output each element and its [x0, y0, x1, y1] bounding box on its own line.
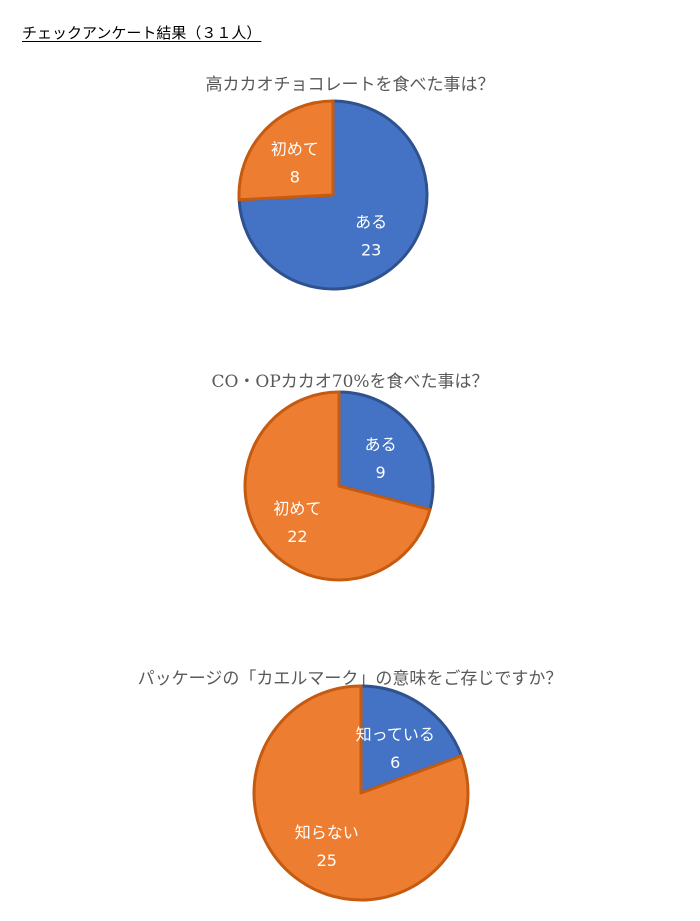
slice-value-label: 6: [390, 753, 400, 772]
slice-category-label: 初めて: [273, 499, 321, 518]
chart-2: CO・OPカカオ70%を食べた事は？ ある 9 初めて 22: [0, 363, 700, 603]
slice-category-label: 知っている: [356, 725, 435, 744]
pie-slice-2: [252, 684, 470, 902]
slice-value-label: 22: [287, 527, 307, 546]
slice-value-label: 25: [317, 851, 337, 870]
chart-1: 高カカオチョコレートを食べた事は？ ある 23 初めて 8: [0, 66, 700, 306]
pie-slice-2: [237, 99, 335, 202]
page-heading: チェックアンケート結果（３１人）: [22, 24, 262, 42]
pie-chart: ある 9 初めて 22: [243, 390, 435, 582]
slice-category-label: 初めて: [271, 140, 319, 159]
chart-title: CO・OPカカオ70%を食べた事は？: [211, 372, 489, 392]
slice-category-label: 知らない: [295, 823, 359, 842]
pie-slice-1: [337, 390, 435, 512]
chart-title: パッケージの「カエルマーク」の意味をご存じですか？: [137, 669, 563, 689]
chart-title: 高カカオチョコレートを食べた事は？: [205, 75, 495, 95]
slice-value-label: 8: [290, 168, 300, 187]
slice-category-label: ある: [355, 212, 387, 231]
pie-chart: ある 23 初めて 8: [237, 99, 429, 291]
slice-value-label: 23: [361, 240, 381, 259]
pie-slice-2: [243, 390, 432, 582]
pie-chart: 知っている 6 知らない 25: [252, 684, 470, 902]
pie-slice-1: [359, 684, 463, 795]
slice-category-label: ある: [365, 435, 397, 454]
slice-value-label: 9: [376, 463, 386, 482]
chart-3: パッケージの「カエルマーク」の意味をご存じですか？ 知っている 6 知らない 25: [0, 661, 700, 921]
